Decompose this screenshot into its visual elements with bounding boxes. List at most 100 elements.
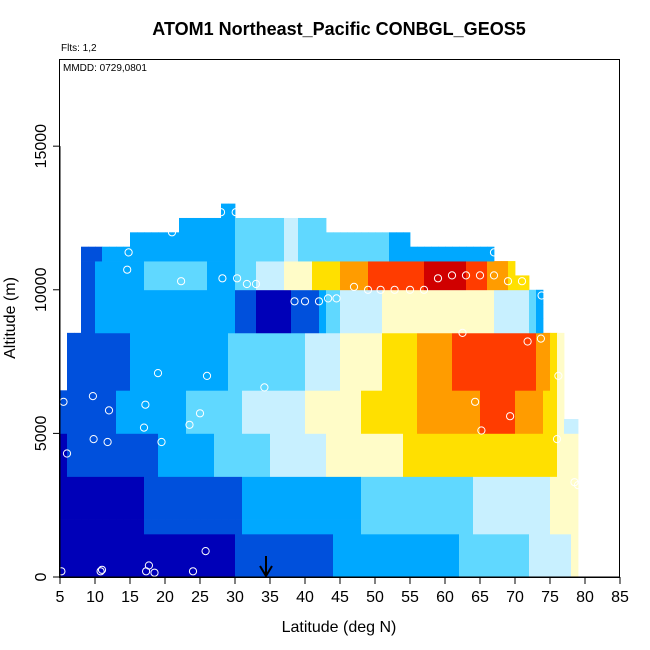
heatmap-cell	[354, 433, 362, 449]
heatmap-cell	[221, 419, 229, 434]
heatmap-cell	[480, 318, 488, 334]
heatmap-cell	[382, 490, 390, 506]
heatmap-cell	[375, 261, 383, 276]
heatmap-cell	[494, 505, 502, 520]
heatmap-cell	[186, 261, 194, 276]
observation-point	[185, 420, 194, 429]
heatmap-cell	[368, 462, 376, 477]
heatmap-cell	[305, 361, 313, 377]
heatmap-cell	[256, 390, 264, 406]
heatmap-cell	[116, 490, 124, 506]
heatmap-cell	[95, 433, 103, 449]
heatmap-cell	[452, 390, 460, 406]
heatmap-cell	[249, 433, 257, 449]
heatmap-cell	[235, 519, 243, 535]
heatmap-cell	[235, 562, 243, 578]
heatmap-cell	[256, 519, 264, 535]
heatmap-cell	[557, 562, 565, 578]
heatmap-cell	[277, 217, 285, 233]
observation-point	[231, 208, 240, 217]
heatmap-cell	[74, 519, 82, 535]
heatmap-cell	[354, 390, 362, 406]
heatmap-cell	[256, 332, 264, 348]
heatmap-cell	[347, 462, 355, 477]
observation-point	[517, 277, 527, 286]
heatmap-cell	[74, 375, 82, 391]
heatmap-cell	[340, 261, 348, 276]
heatmap-cell	[424, 390, 432, 406]
heatmap-cell	[291, 419, 299, 434]
heatmap-cell	[270, 332, 278, 348]
heatmap-cell	[221, 519, 229, 535]
heatmap-cell	[137, 232, 145, 248]
heatmap-cell	[375, 447, 383, 463]
heatmap-cell	[389, 246, 397, 262]
heatmap-cell	[144, 476, 152, 492]
heatmap-cell	[95, 304, 103, 319]
heatmap-cell	[298, 447, 306, 463]
heatmap-cell	[473, 433, 481, 449]
heatmap-cell	[102, 476, 110, 492]
heatmap-cell	[473, 447, 481, 463]
heatmap-cell	[501, 361, 509, 377]
heatmap-cell	[389, 490, 397, 506]
heatmap-cell	[235, 347, 243, 362]
heatmap-cell	[550, 548, 558, 564]
heatmap-cell	[529, 347, 537, 362]
heatmap-cell	[375, 533, 383, 549]
heatmap-cell	[144, 548, 152, 564]
heatmap-cell	[473, 462, 481, 477]
heatmap-cell	[550, 347, 558, 362]
heatmap-cell	[515, 505, 523, 520]
heatmap-cell	[186, 462, 194, 477]
x-tick-label: 45	[331, 589, 349, 606]
x-tick-label: 70	[506, 589, 524, 606]
heatmap-cell	[403, 261, 411, 276]
heatmap-cell	[389, 304, 397, 319]
observation-point	[157, 437, 166, 447]
heatmap-cell	[382, 361, 390, 377]
x-axis-title: Latitude (deg N)	[282, 619, 397, 636]
heatmap-cell	[466, 562, 474, 578]
heatmap-cell	[298, 304, 306, 319]
heatmap-cell	[515, 390, 523, 406]
heatmap-cell	[382, 519, 390, 535]
heatmap-cell	[179, 304, 187, 319]
heatmap-cell	[158, 519, 166, 535]
heatmap-cell	[515, 490, 523, 506]
heatmap-cell	[403, 433, 411, 449]
heatmap-cell	[487, 505, 495, 520]
heatmap-cell	[459, 318, 467, 334]
heatmap-cell	[228, 519, 236, 535]
heatmap-cell	[144, 375, 152, 391]
heatmap-cell	[207, 232, 215, 248]
heatmap-cell	[382, 505, 390, 520]
heatmap-cell	[354, 375, 362, 391]
heatmap-cell	[543, 519, 551, 535]
heatmap-cell	[431, 548, 439, 564]
heatmap-cell	[291, 332, 299, 348]
heatmap-cell	[424, 476, 432, 492]
heatmap-cell	[480, 332, 488, 348]
heatmap-cell	[137, 562, 145, 578]
heatmap-cell	[179, 332, 187, 348]
heatmap-cell	[95, 419, 103, 434]
heatmap-cell	[67, 347, 75, 362]
heatmap-cell	[249, 347, 257, 362]
heatmap-cell	[277, 304, 285, 319]
heatmap-cell	[305, 375, 313, 391]
heatmap-cell	[494, 304, 502, 319]
heatmap-cell	[494, 318, 502, 334]
heatmap-cell	[312, 261, 320, 276]
heatmap-cell	[396, 375, 404, 391]
heatmap-cell	[95, 490, 103, 506]
heatmap-cell	[151, 318, 159, 334]
heatmap-cell	[242, 304, 250, 319]
heatmap-cell	[249, 289, 257, 305]
heatmap-cell	[424, 419, 432, 434]
heatmap-cell	[200, 289, 208, 305]
heatmap-cell	[340, 246, 348, 262]
heatmap-cell	[326, 261, 334, 276]
heatmap-cell	[193, 361, 201, 377]
heatmap-cell	[368, 347, 376, 362]
